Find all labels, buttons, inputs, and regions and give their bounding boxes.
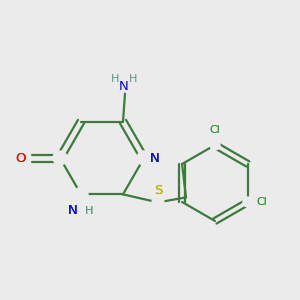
Text: Cl: Cl	[210, 125, 220, 135]
Circle shape	[74, 188, 88, 201]
Text: Cl: Cl	[256, 197, 267, 207]
Text: N: N	[67, 204, 77, 218]
Circle shape	[137, 151, 151, 165]
Text: N: N	[67, 204, 77, 218]
Text: N: N	[150, 152, 160, 164]
Text: N: N	[150, 152, 160, 164]
Text: H: H	[85, 206, 93, 216]
Text: H: H	[129, 74, 137, 84]
Text: O: O	[16, 152, 26, 164]
Circle shape	[243, 197, 253, 207]
Text: S: S	[154, 184, 162, 197]
Text: H: H	[111, 74, 119, 84]
Circle shape	[210, 140, 220, 150]
Text: Cl: Cl	[210, 125, 220, 135]
Text: H: H	[85, 206, 93, 216]
Text: S: S	[154, 184, 162, 197]
Circle shape	[53, 151, 67, 165]
Circle shape	[152, 196, 164, 208]
Text: Cl: Cl	[256, 197, 267, 207]
Text: N: N	[119, 80, 129, 93]
Text: O: O	[16, 152, 26, 164]
